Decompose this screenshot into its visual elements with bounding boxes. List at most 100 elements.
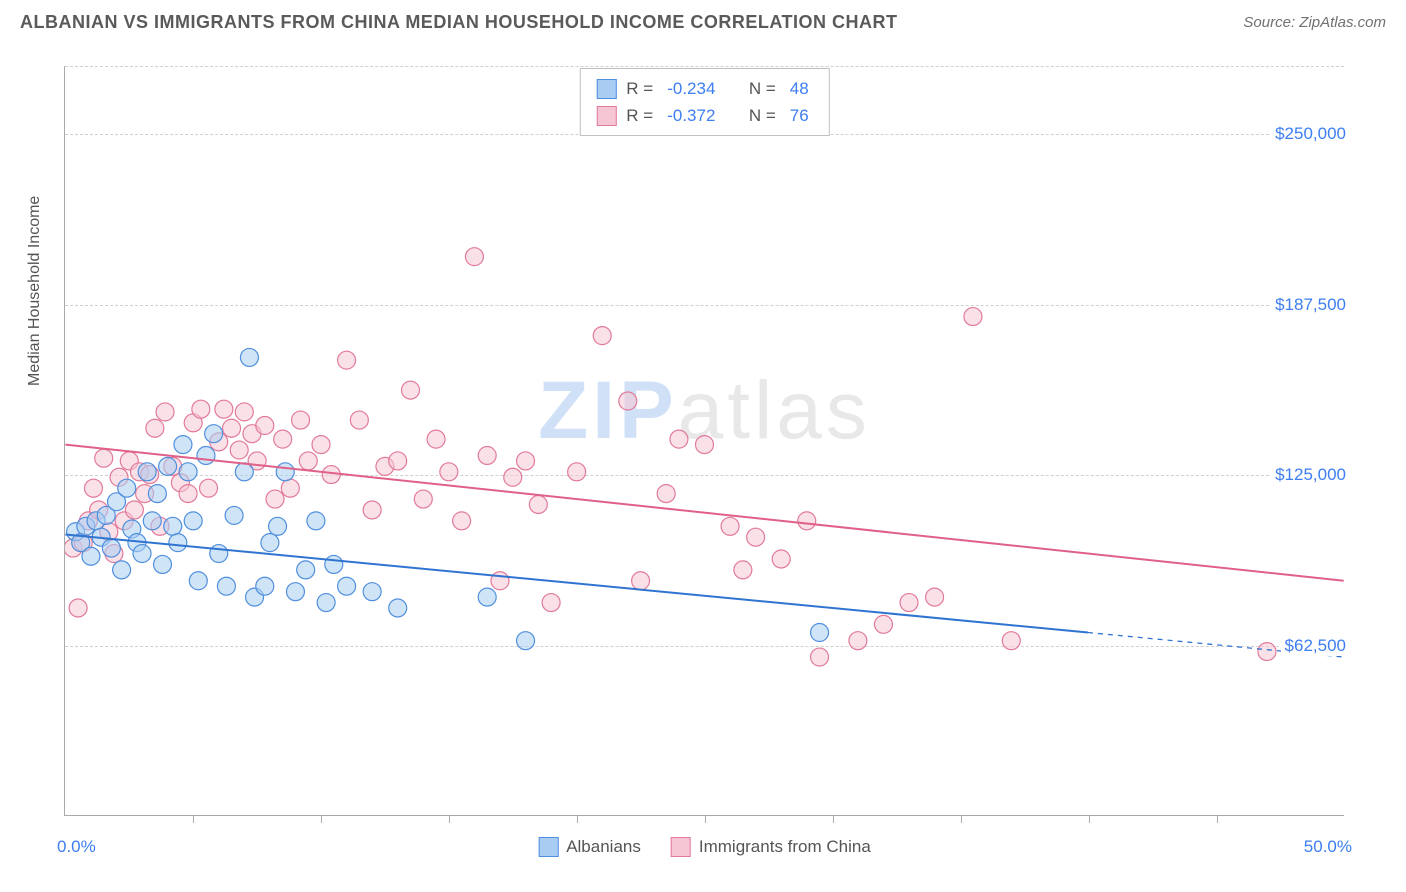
scatter-point	[110, 468, 128, 486]
scatter-point	[67, 523, 85, 541]
scatter-point	[205, 425, 223, 443]
scatter-point	[1002, 632, 1020, 650]
legend-item-albanians: Albanians	[538, 837, 641, 857]
scatter-point	[276, 463, 294, 481]
scatter-point	[317, 594, 335, 612]
scatter-point	[120, 452, 138, 470]
scatter-point	[189, 572, 207, 590]
scatter-point	[184, 414, 202, 432]
scatter-point	[92, 528, 110, 546]
scatter-point	[143, 512, 161, 530]
scatter-point	[747, 528, 765, 546]
scatter-point	[811, 648, 829, 666]
scatter-point	[338, 577, 356, 595]
scatter-point	[453, 512, 471, 530]
scatter-plot	[65, 66, 1344, 815]
scatter-point	[491, 572, 509, 590]
scatter-point	[478, 588, 496, 606]
scatter-point	[389, 599, 407, 617]
legend-row-china: R = -0.372 N = 76	[596, 102, 812, 129]
scatter-point	[87, 512, 105, 530]
scatter-point	[82, 547, 100, 565]
scatter-point	[102, 539, 120, 557]
scatter-point	[256, 417, 274, 435]
scatter-point	[192, 400, 210, 418]
scatter-point	[235, 403, 253, 421]
scatter-point	[772, 550, 790, 568]
scatter-point	[72, 534, 90, 552]
scatter-point	[169, 534, 187, 552]
scatter-point	[376, 457, 394, 475]
plot-area: ZIPatlas R = -0.234 N = 48 R = -0.372 N …	[64, 66, 1344, 816]
scatter-point	[215, 400, 233, 418]
scatter-point	[504, 468, 522, 486]
watermark: ZIPatlas	[538, 364, 871, 458]
scatter-point	[123, 520, 141, 538]
scatter-point	[734, 561, 752, 579]
scatter-point	[217, 577, 235, 595]
scatter-point	[128, 534, 146, 552]
x-tick-mark	[193, 815, 194, 823]
scatter-point	[107, 493, 125, 511]
scatter-point	[113, 561, 131, 579]
scatter-point	[184, 512, 202, 530]
scatter-point	[179, 463, 197, 481]
chart-title: ALBANIAN VS IMMIGRANTS FROM CHINA MEDIAN…	[20, 12, 897, 33]
x-tick-label: 0.0%	[57, 837, 96, 857]
scatter-point	[657, 485, 675, 503]
gridline	[65, 305, 1344, 306]
scatter-point	[246, 588, 264, 606]
x-tick-mark	[833, 815, 834, 823]
scatter-point	[517, 632, 535, 650]
scatter-point	[148, 485, 166, 503]
scatter-point	[269, 517, 287, 535]
scatter-point	[240, 348, 258, 366]
scatter-point	[146, 419, 164, 437]
scatter-point	[478, 446, 496, 464]
scatter-point	[118, 479, 136, 497]
scatter-point	[174, 436, 192, 454]
scatter-point	[133, 545, 151, 563]
scatter-point	[159, 457, 177, 475]
scatter-point	[798, 512, 816, 530]
scatter-point	[849, 632, 867, 650]
scatter-point	[568, 463, 586, 481]
scatter-point	[197, 446, 215, 464]
scatter-point	[77, 517, 95, 535]
scatter-point	[136, 485, 154, 503]
x-tick-mark	[1217, 815, 1218, 823]
swatch-albanians	[596, 79, 616, 99]
scatter-point	[292, 411, 310, 429]
scatter-point	[171, 474, 189, 492]
scatter-point	[363, 583, 381, 601]
series-legend: Albanians Immigrants from China	[538, 837, 871, 857]
scatter-point	[926, 588, 944, 606]
x-tick-label: 50.0%	[1304, 837, 1352, 857]
swatch-china-icon	[671, 837, 691, 857]
scatter-point	[281, 479, 299, 497]
y-tick-label: $187,500	[1271, 295, 1350, 315]
scatter-point	[299, 452, 317, 470]
scatter-point	[95, 449, 113, 467]
scatter-point	[670, 430, 688, 448]
scatter-point	[164, 457, 182, 475]
scatter-point	[131, 463, 149, 481]
scatter-point	[307, 512, 325, 530]
scatter-point	[440, 463, 458, 481]
scatter-point	[529, 496, 547, 514]
scatter-point	[325, 555, 343, 573]
scatter-point	[65, 539, 82, 557]
scatter-point	[248, 452, 266, 470]
scatter-point	[350, 411, 368, 429]
scatter-point	[811, 624, 829, 642]
scatter-point	[414, 490, 432, 508]
x-tick-mark	[449, 815, 450, 823]
scatter-point	[517, 452, 535, 470]
scatter-point	[125, 501, 143, 519]
scatter-point	[338, 351, 356, 369]
scatter-point	[156, 403, 174, 421]
scatter-point	[593, 327, 611, 345]
scatter-point	[115, 512, 133, 530]
scatter-point	[138, 463, 156, 481]
scatter-point	[721, 517, 739, 535]
